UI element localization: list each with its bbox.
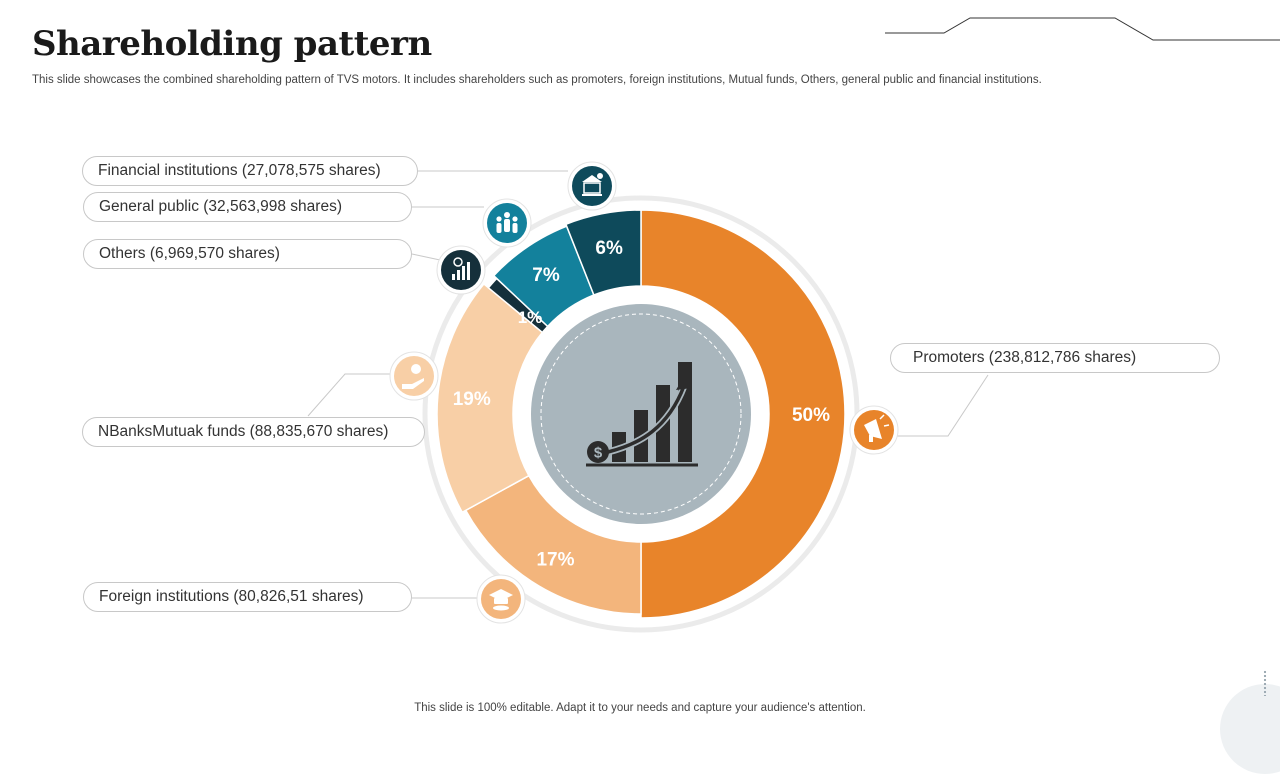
page-title: Shareholding pattern [32, 24, 432, 64]
footer-note: This slide is 100% editable. Adapt it to… [414, 702, 866, 714]
center-dashed-ring [540, 313, 742, 515]
donut-segments [436, 209, 846, 619]
percent-label-mutual: 19% [453, 389, 491, 410]
growth-chart-dollar-icon: $ [586, 362, 698, 467]
legend-foreign-institutions: Foreign institutions (80,826,51 shares) [83, 582, 412, 612]
people-group-icon [482, 198, 532, 248]
graduation-cap-coin-icon [476, 574, 526, 624]
percent-label-public: 7% [532, 265, 560, 286]
connector-lines [307, 170, 989, 599]
legend-others: Others (6,969,570 shares) [83, 239, 412, 269]
percent-label-promoters: 50% [792, 405, 830, 426]
page-subtitle: This slide showcases the combined shareh… [32, 74, 1042, 86]
legend-general-public: General public (32,563,998 shares) [83, 192, 412, 222]
bank-icon [567, 161, 617, 211]
legend-financial-institutions: Financial institutions (27,078,575 share… [82, 156, 418, 186]
percent-labels: 50% 17% 19% 1% 7% 6% [453, 238, 830, 571]
percent-label-others: 1% [518, 308, 543, 327]
percent-label-financial: 6% [595, 238, 623, 259]
corner-dots [1262, 670, 1268, 696]
header-decoration-line [885, 17, 1280, 41]
svg-text:$: $ [594, 445, 603, 462]
donut-segment-promoters [640, 209, 846, 619]
legend-promoters: Promoters (238,812,786 shares) [890, 343, 1220, 373]
percent-label-foreign: 17% [536, 550, 574, 571]
donut-segment-mutual [436, 282, 544, 514]
megaphone-icon [849, 405, 899, 455]
legend-mutual-funds: NBanksMutuak funds (88,835,670 shares) [82, 417, 425, 447]
donut-segment-financial [564, 209, 642, 296]
shareholding-donut-chart: $ 50% 17% 19% 1% 7% 6% [307, 17, 1280, 633]
chart-magnifier-icon [436, 245, 486, 295]
hand-coin-icon [389, 351, 439, 401]
